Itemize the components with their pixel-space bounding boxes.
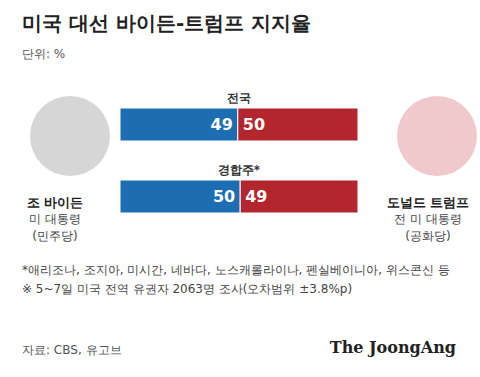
- svg-text:49: 49: [211, 115, 233, 134]
- html-text:도널드 트럼프: 도널드 트럼프: [386, 195, 470, 210]
- html-text:(공화당): (공화당): [405, 229, 451, 243]
- html-text:(민주당): (민주당): [32, 229, 78, 243]
- html-text:The JoongAng: The JoongAng: [329, 338, 456, 357]
- html-text:미 대통령: 미 대통령: [29, 212, 81, 226]
- svg-text:50: 50: [213, 187, 235, 206]
- svg-text:49: 49: [245, 187, 267, 206]
- svg-text:경합주*: 경합주*: [218, 163, 261, 177]
- html-text:※ 5~7일 미국 전역 유권자 2063명 조사(오차범위: ※ 5~7일 미국 전역 유권자 2063명 조사(오차범위 ±3.8%p): [22, 282, 353, 296]
- html-text:*애리조나, 조지아, 미시간, 네바다, 노스캐롤라이나,: *애리조나, 조지아, 미시간, 네바다, 노스캐롤라이나, 펜실베이니아, 위…: [22, 263, 450, 277]
- html-text:조 바이든: 조 바이든: [26, 195, 84, 210]
- html-text:전 미 대통령: 전 미 대통령: [394, 212, 462, 226]
- svg-text:전국: 전국: [227, 91, 251, 105]
- html-text:미국 대선 바이든-트럼프 지지율: 미국 대선 바이든-트럼프 지지율: [22, 11, 312, 35]
- html-text:단위: %: 단위: %: [22, 47, 66, 61]
- svg-text:50: 50: [243, 115, 265, 134]
- html-text:자료: CBS, 유고브: 자료: CBS, 유고브: [22, 343, 122, 357]
